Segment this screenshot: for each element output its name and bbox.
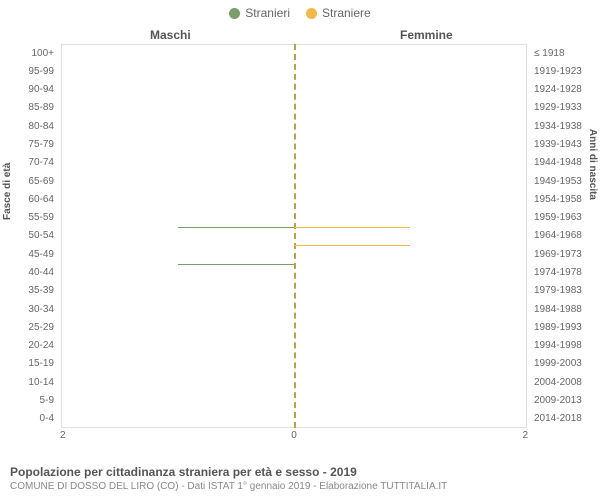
- age-label: 10-14: [4, 377, 54, 388]
- age-row: 55-591959-1963: [58, 209, 530, 227]
- birth-label: 1919-1923: [534, 66, 596, 77]
- birth-label: 1999-2003: [534, 358, 596, 369]
- bar-female: [294, 245, 410, 246]
- age-row: 15-191999-2003: [58, 355, 530, 373]
- age-label: 0-4: [4, 413, 54, 424]
- birth-label: ≤ 1918: [534, 48, 596, 59]
- age-row: 60-641954-1958: [58, 190, 530, 208]
- age-label: 90-94: [4, 84, 54, 95]
- age-row: 20-241994-1998: [58, 337, 530, 355]
- bar-male: [178, 227, 294, 228]
- swatch-female: [306, 8, 317, 19]
- age-row: 65-691949-1953: [58, 172, 530, 190]
- x-ticks: 2 0 2: [58, 430, 530, 444]
- birth-label: 1974-1978: [534, 267, 596, 278]
- age-label: 25-29: [4, 322, 54, 333]
- age-row: 90-941924-1928: [58, 81, 530, 99]
- age-label: 55-59: [4, 212, 54, 223]
- birth-label: 1949-1953: [534, 176, 596, 187]
- birth-label: 1959-1963: [534, 212, 596, 223]
- age-label: 100+: [4, 48, 54, 59]
- birth-label: 1994-1998: [534, 340, 596, 351]
- age-label: 35-39: [4, 285, 54, 296]
- birth-label: 2009-2013: [534, 395, 596, 406]
- bar-male: [178, 264, 294, 265]
- age-row: 25-291989-1993: [58, 318, 530, 336]
- age-row: 50-541964-1968: [58, 227, 530, 245]
- birth-label: 1969-1973: [534, 249, 596, 260]
- age-row: 0-42014-2018: [58, 410, 530, 428]
- age-label: 30-34: [4, 304, 54, 315]
- x-tick: 0: [291, 430, 297, 441]
- age-row: 35-391979-1983: [58, 282, 530, 300]
- age-label: 5-9: [4, 395, 54, 406]
- birth-label: 2004-2008: [534, 377, 596, 388]
- age-label: 50-54: [4, 230, 54, 241]
- legend-item-female: Straniere: [306, 6, 371, 20]
- birth-label: 1934-1938: [534, 121, 596, 132]
- age-label: 40-44: [4, 267, 54, 278]
- age-row: 80-841934-1938: [58, 117, 530, 135]
- age-row: 75-791939-1943: [58, 135, 530, 153]
- age-row: 95-991919-1923: [58, 62, 530, 80]
- bar-female: [294, 227, 410, 228]
- x-tick: 2: [60, 430, 66, 441]
- age-row: 85-891929-1933: [58, 99, 530, 117]
- age-label: 95-99: [4, 66, 54, 77]
- age-row: 100+≤ 1918: [58, 44, 530, 62]
- birth-label: 2014-2018: [534, 413, 596, 424]
- plot-area: 100+≤ 191895-991919-192390-941924-192885…: [58, 44, 530, 428]
- caption-sub: COMUNE DI DOSSO DEL LIRO (CO) - Dati IST…: [10, 481, 590, 492]
- age-label: 70-74: [4, 157, 54, 168]
- age-row: 5-92009-2013: [58, 391, 530, 409]
- legend: Stranieri Straniere: [0, 0, 600, 20]
- age-label: 75-79: [4, 139, 54, 150]
- age-row: 70-741944-1948: [58, 154, 530, 172]
- age-label: 85-89: [4, 102, 54, 113]
- age-label: 15-19: [4, 358, 54, 369]
- header-female: Femmine: [400, 28, 453, 42]
- birth-label: 1954-1958: [534, 194, 596, 205]
- birth-label: 1944-1948: [534, 157, 596, 168]
- legend-label-female: Straniere: [322, 6, 371, 20]
- x-tick: 2: [522, 430, 528, 441]
- legend-item-male: Stranieri: [229, 6, 290, 20]
- birth-label: 1929-1933: [534, 102, 596, 113]
- age-row: 40-441974-1978: [58, 263, 530, 281]
- legend-label-male: Stranieri: [245, 6, 290, 20]
- birth-label: 1964-1968: [534, 230, 596, 241]
- age-label: 60-64: [4, 194, 54, 205]
- age-row: 10-142004-2008: [58, 373, 530, 391]
- birth-label: 1924-1928: [534, 84, 596, 95]
- header-male: Maschi: [150, 28, 191, 42]
- birth-label: 1979-1983: [534, 285, 596, 296]
- birth-label: 1989-1993: [534, 322, 596, 333]
- birth-label: 1939-1943: [534, 139, 596, 150]
- age-label: 20-24: [4, 340, 54, 351]
- birth-label: 1984-1988: [534, 304, 596, 315]
- age-label: 65-69: [4, 176, 54, 187]
- age-label: 45-49: [4, 249, 54, 260]
- age-row: 45-491969-1973: [58, 245, 530, 263]
- caption-title: Popolazione per cittadinanza straniera p…: [10, 465, 590, 479]
- age-row: 30-341984-1988: [58, 300, 530, 318]
- swatch-male: [229, 8, 240, 19]
- age-label: 80-84: [4, 121, 54, 132]
- caption: Popolazione per cittadinanza straniera p…: [10, 465, 590, 492]
